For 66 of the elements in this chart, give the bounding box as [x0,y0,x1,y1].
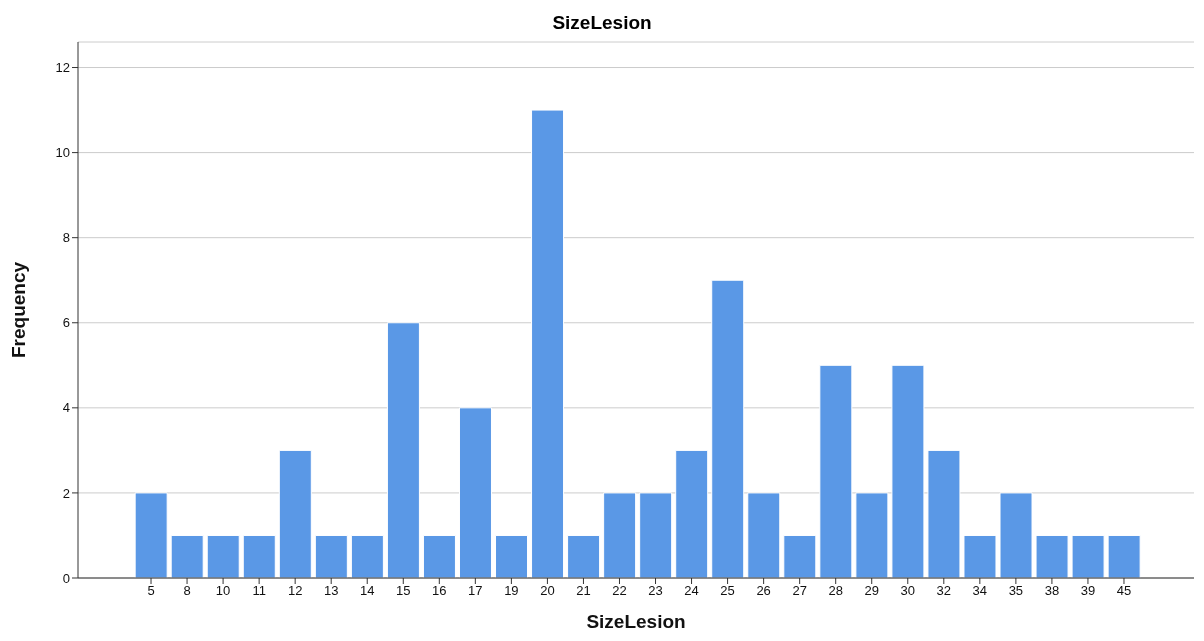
bar [783,534,817,578]
y-tick-label: 2 [62,485,70,501]
bar [350,534,384,578]
bar [1107,534,1141,578]
x-tick-label: 28 [828,583,843,599]
x-tick-label: 23 [648,583,663,599]
bar [711,279,745,578]
y-tick-label: 8 [62,230,70,246]
x-axis-title: SizeLesion [586,611,686,632]
bar [422,534,456,578]
chart-title: SizeLesion [551,11,653,35]
bar [1071,534,1105,578]
bar [963,534,997,578]
bar [675,449,709,578]
x-tick-label: 22 [612,583,627,599]
x-tick-label: 29 [864,583,879,599]
x-tick-label: 45 [1116,583,1132,599]
bar [603,492,637,578]
y-tick-label: 0 [62,570,70,586]
x-tick-label: 8 [183,583,191,599]
y-axis-title: Frequency [7,261,29,359]
x-tick-label: 35 [1008,583,1024,599]
y-tick-label: 4 [62,400,70,416]
y-tick-label: 6 [62,315,70,331]
x-tick-label: 30 [900,583,915,599]
bar [567,534,601,578]
x-tick-label: 21 [576,583,591,599]
x-tick-label: 15 [396,583,411,599]
bar [242,534,276,578]
x-tick-label: 19 [504,583,519,599]
x-tick-label: 11 [252,583,266,599]
bar [819,364,853,578]
bar [314,534,348,578]
x-tick-label: 13 [323,583,339,599]
bar [386,322,420,578]
x-tick-label: 16 [432,583,447,599]
x-tick-label: 20 [540,583,555,599]
bar [170,534,204,578]
x-tick-label: 32 [936,583,952,599]
bar [639,492,673,578]
x-tick-label: 10 [215,583,231,599]
bar [747,492,781,578]
bar [1035,534,1069,578]
x-tick-label: 25 [720,583,735,599]
bar [495,534,529,578]
x-tick-label: 27 [792,583,807,599]
bar [531,109,565,578]
bar [278,449,312,578]
bar [999,492,1033,578]
x-tick-label: 17 [468,583,483,599]
x-tick-label: 5 [147,583,155,599]
x-tick-label: 24 [684,583,699,599]
x-tick-label: 14 [360,583,375,599]
x-tick-label: 12 [287,583,303,599]
bar [855,492,889,578]
bar [927,449,961,578]
y-tick-label: 10 [55,145,70,161]
x-tick-label: 38 [1044,583,1060,599]
y-tick-label: 12 [55,60,70,76]
x-tick-label: 26 [756,583,771,599]
bar [891,364,925,578]
bar [458,407,492,578]
bar [206,534,240,578]
x-tick-label: 39 [1080,583,1096,599]
x-tick-label: 34 [972,583,988,599]
bar [134,492,168,578]
